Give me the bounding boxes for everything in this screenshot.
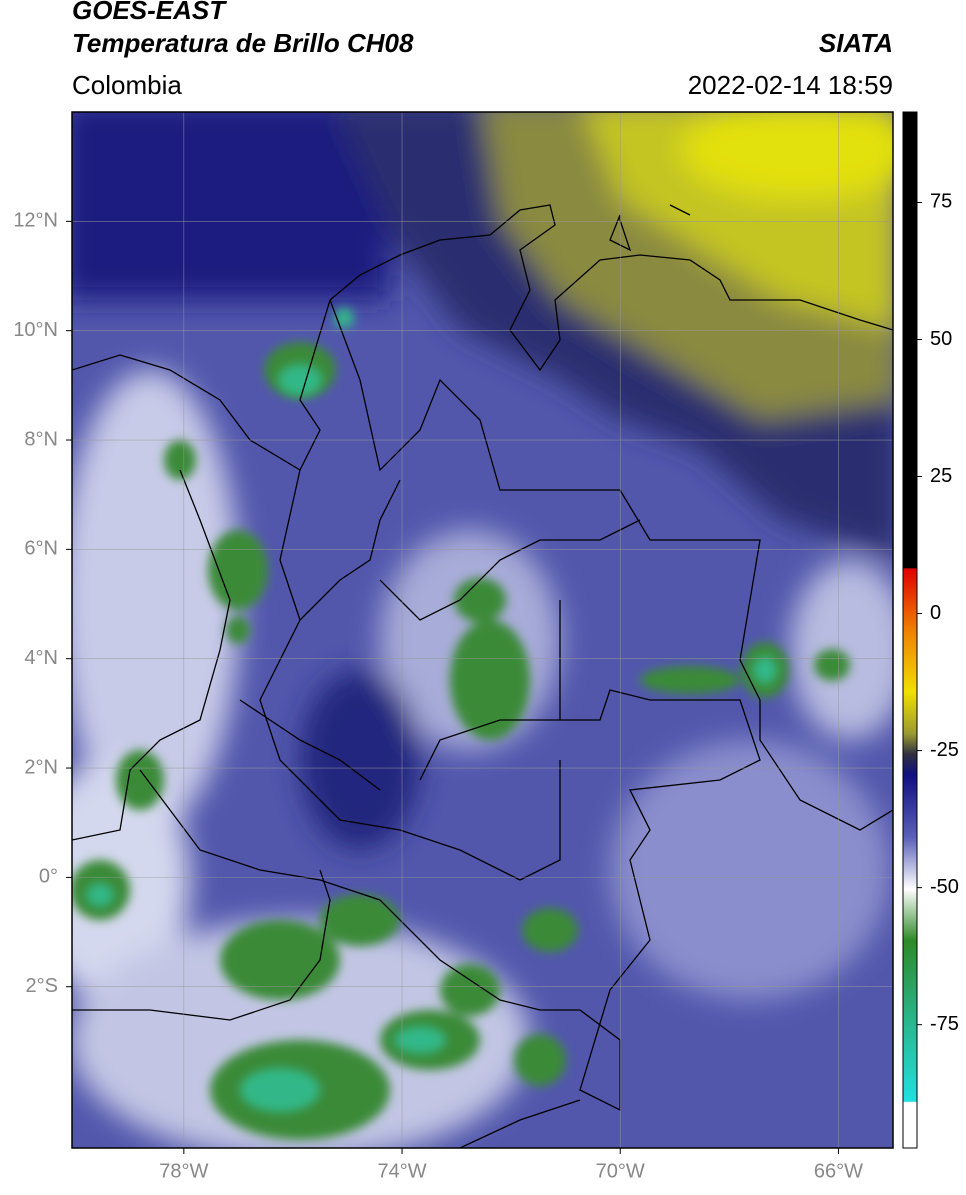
colorbar-tick-label: -75 (930, 1013, 959, 1035)
colorbar-tick-label: 50 (930, 328, 952, 350)
colorbar-tick-label: -50 (930, 876, 959, 898)
y-tick-label: 0° (39, 866, 58, 888)
y-tick-label: 2°S (26, 975, 58, 997)
y-tick-label: 8°N (24, 428, 58, 450)
agency: SIATA (819, 28, 893, 58)
y-tick-label: 6°N (24, 538, 58, 560)
subtitle: Temperatura de Brillo CH08 (72, 28, 414, 58)
colorbar-tick-label: 25 (930, 465, 952, 487)
satellite-image (72, 112, 893, 1148)
timestamp: 2022-02-14 18:59 (688, 70, 893, 100)
title: GOES-EAST (72, 0, 227, 25)
x-tick-label: 74°W (377, 1160, 426, 1182)
map-frame (71, 111, 894, 1149)
y-tick-label: 12°N (13, 210, 58, 232)
colorbar-tick-label: -25 (930, 739, 959, 761)
colorbar-tick-label: 0 (930, 602, 941, 624)
x-tick-label: 70°W (596, 1160, 645, 1182)
colorbar (902, 111, 918, 1149)
region: Colombia (72, 70, 182, 100)
x-tick-label: 66°W (814, 1160, 863, 1182)
y-tick-label: 10°N (13, 319, 58, 341)
y-tick-label: 4°N (24, 647, 58, 669)
colorbar-tick-label: 75 (930, 191, 952, 213)
x-tick-label: 78°W (159, 1160, 208, 1182)
y-tick-label: 2°N (24, 756, 58, 778)
